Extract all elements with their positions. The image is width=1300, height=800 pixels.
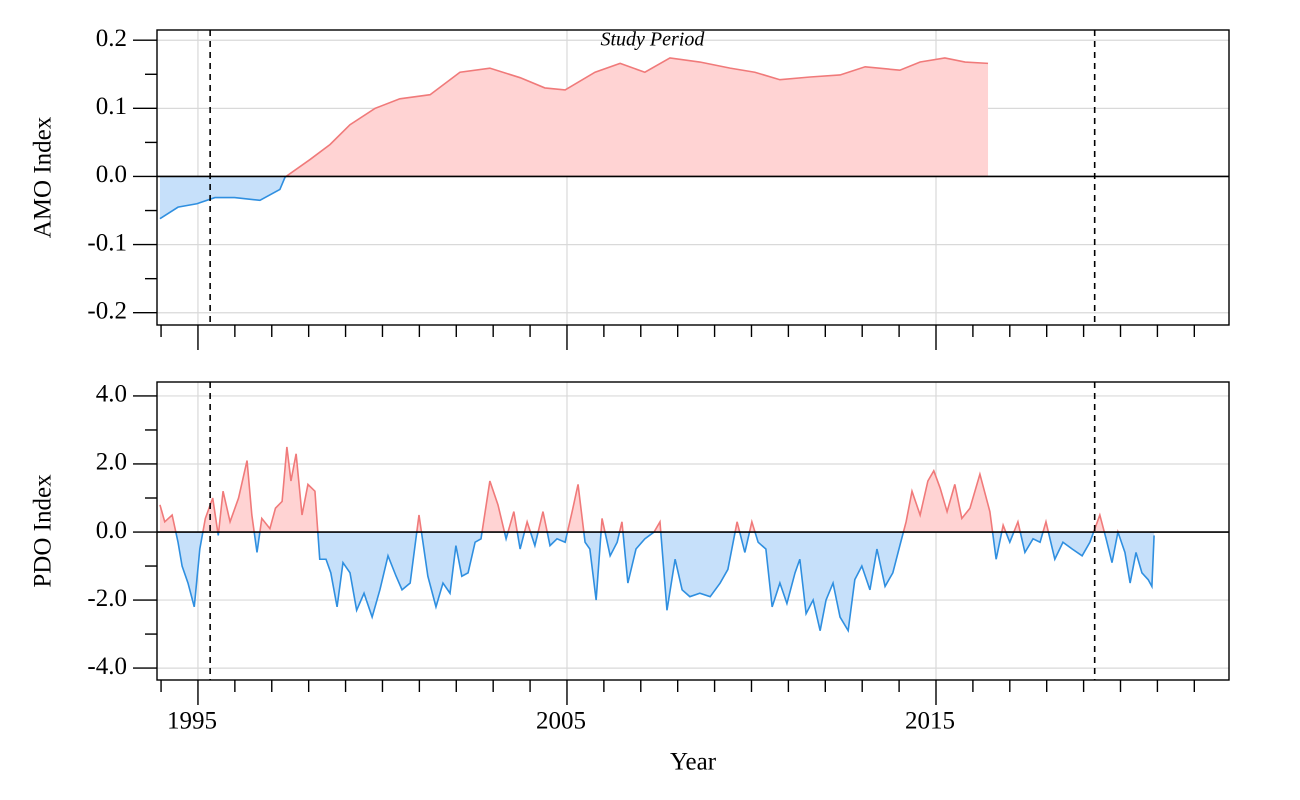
y-axis-title: PDO Index [30, 474, 57, 588]
y-tick-label: 0.1 [96, 93, 127, 120]
y-tick-label: -0.1 [87, 229, 127, 256]
y-tick-label: -4.0 [87, 653, 127, 680]
y-tick-label: -2.0 [87, 585, 127, 612]
y-tick-label: 4.0 [96, 381, 127, 408]
y-tick-label: 2.0 [96, 449, 127, 476]
positive-line [159, 446, 1119, 533]
plot-frame [156, 381, 1230, 681]
plot-frame [156, 29, 1230, 326]
x-tick-label: 1995 [167, 708, 217, 735]
y-tick-label: -0.2 [87, 297, 127, 324]
annotation: Study Period [600, 29, 705, 51]
positive-line [284, 57, 989, 177]
x-tick-label: 2005 [536, 708, 586, 735]
positive-area [159, 446, 1118, 533]
positive-area [159, 57, 989, 177]
y-tick-label: 0.2 [96, 25, 127, 52]
x-axis-title: Year [670, 749, 717, 776]
negative-area [159, 532, 1155, 631]
y-tick-label: 0.0 [96, 517, 127, 544]
x-tick-label: 2015 [905, 708, 955, 735]
negative-line [159, 176, 288, 220]
negative-line [174, 532, 1155, 634]
y-axis-title: AMO Index [30, 116, 57, 238]
y-tick-label: 0.0 [96, 161, 127, 188]
